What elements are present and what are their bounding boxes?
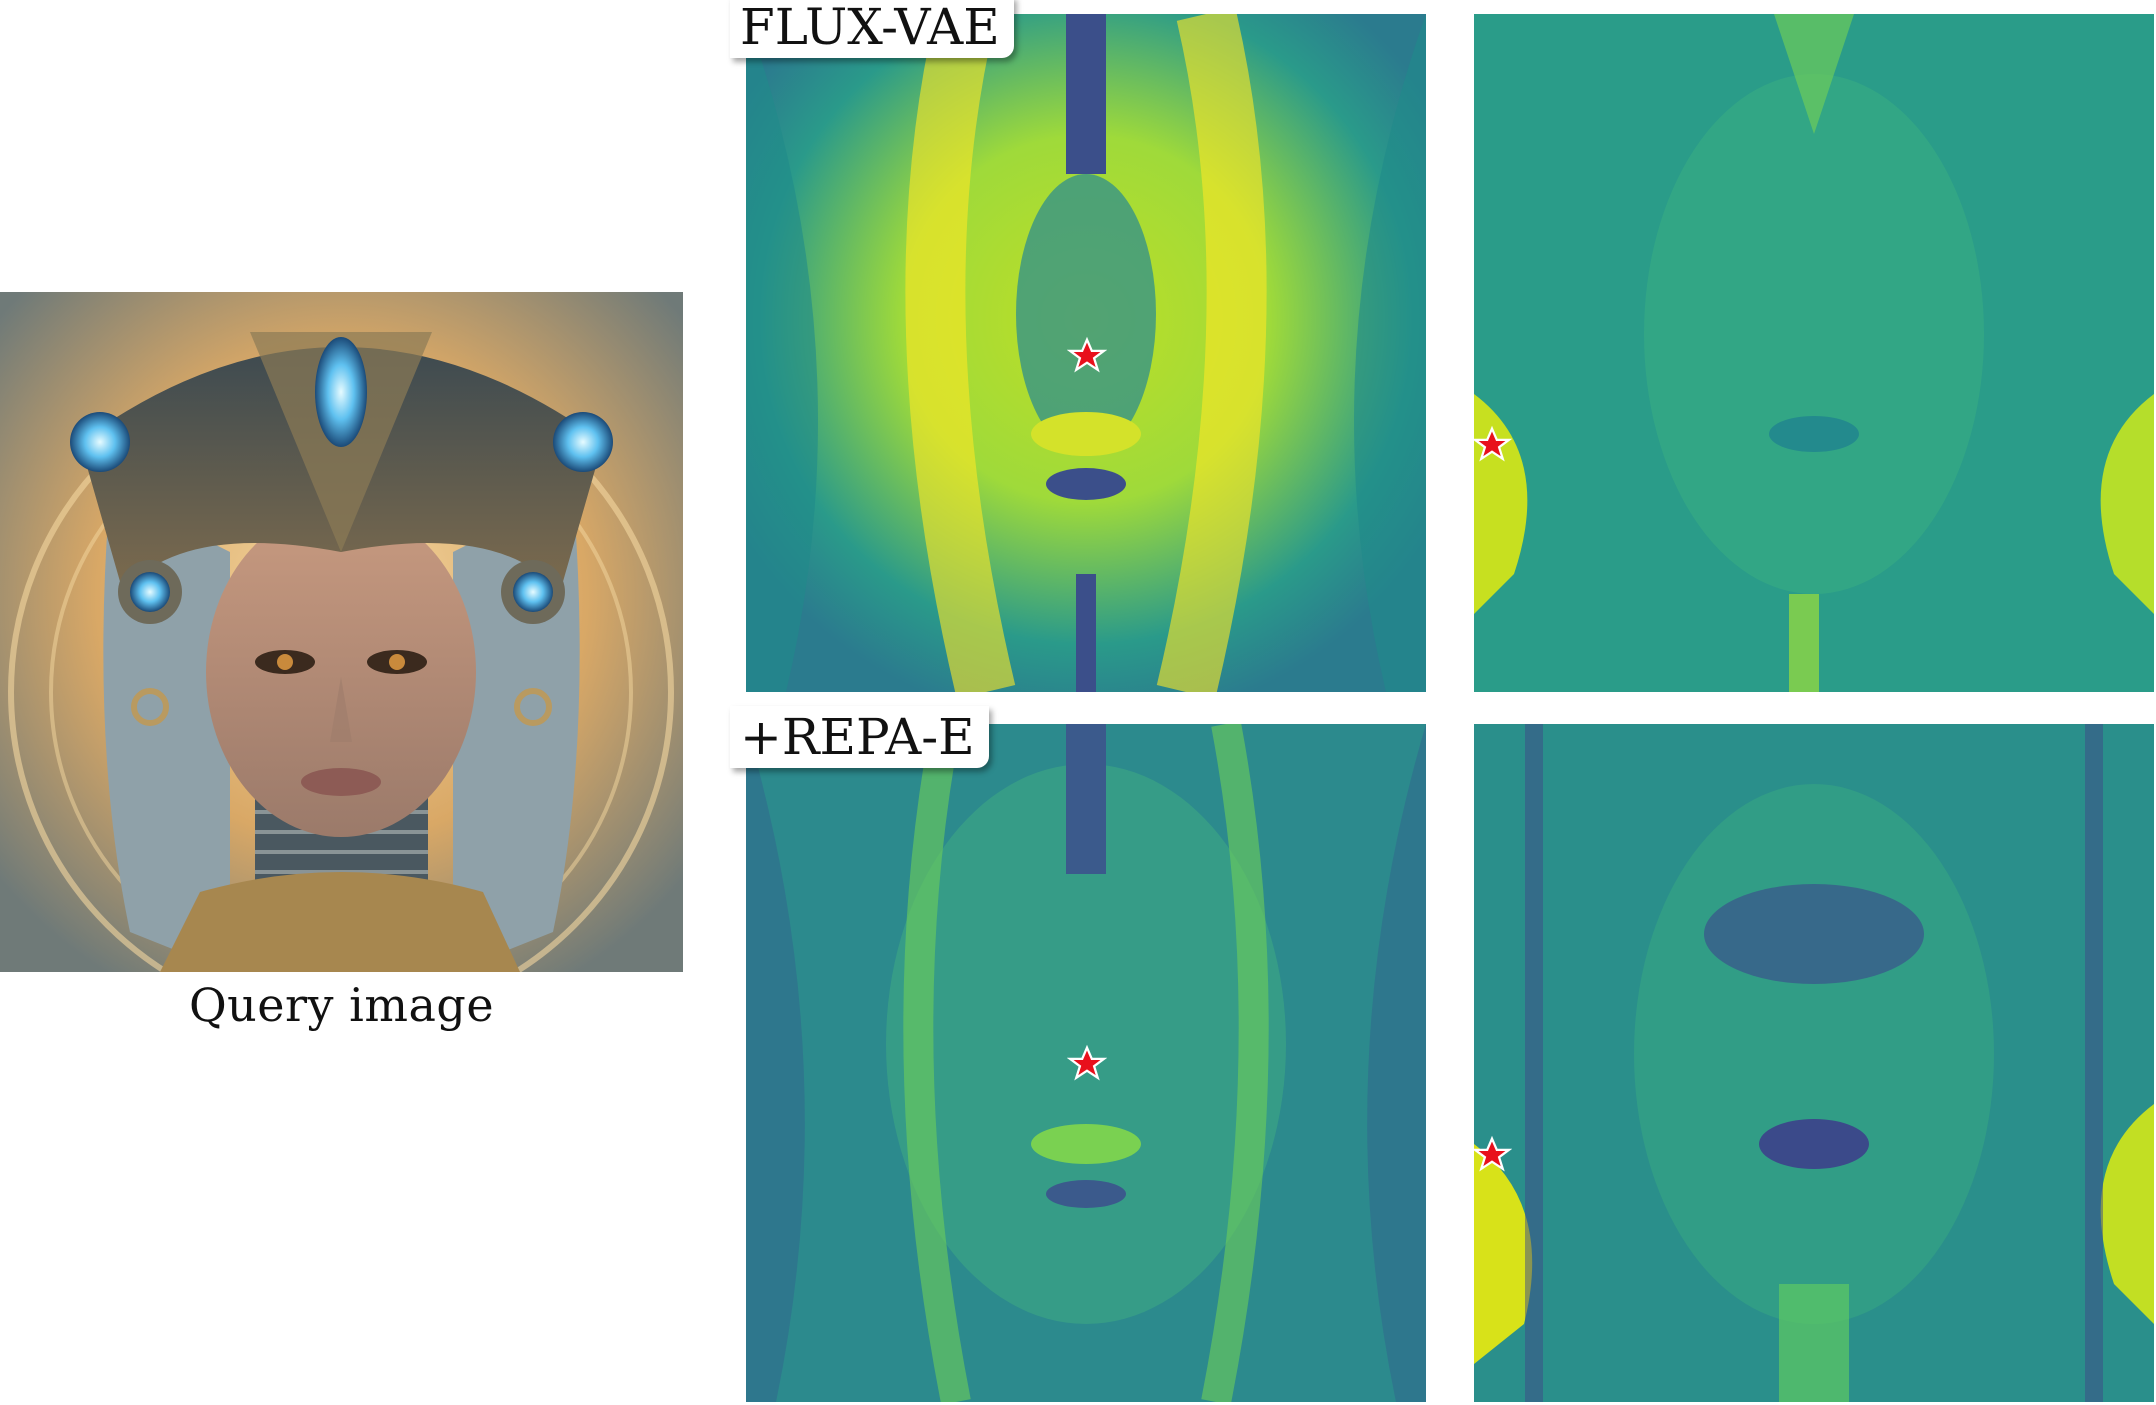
query-image-caption: Query image — [188, 978, 495, 1032]
query-image-portrait — [0, 292, 683, 972]
query-point-star-icon — [1067, 336, 1107, 373]
row-label-repa-e: +REPA-E — [730, 706, 989, 768]
query-point-star-icon — [1067, 1044, 1107, 1081]
query-point-star-icon — [1472, 425, 1512, 462]
row-label-flux-vae: FLUX-VAE — [730, 0, 1014, 58]
flux-vae-similarity-map-edge — [1474, 14, 2154, 692]
flux-vae-similarity-map-center — [746, 14, 1426, 692]
query-image — [0, 292, 683, 972]
repa-e-similarity-map-edge — [1474, 724, 2154, 1402]
query-point-star-icon — [1472, 1135, 1512, 1172]
